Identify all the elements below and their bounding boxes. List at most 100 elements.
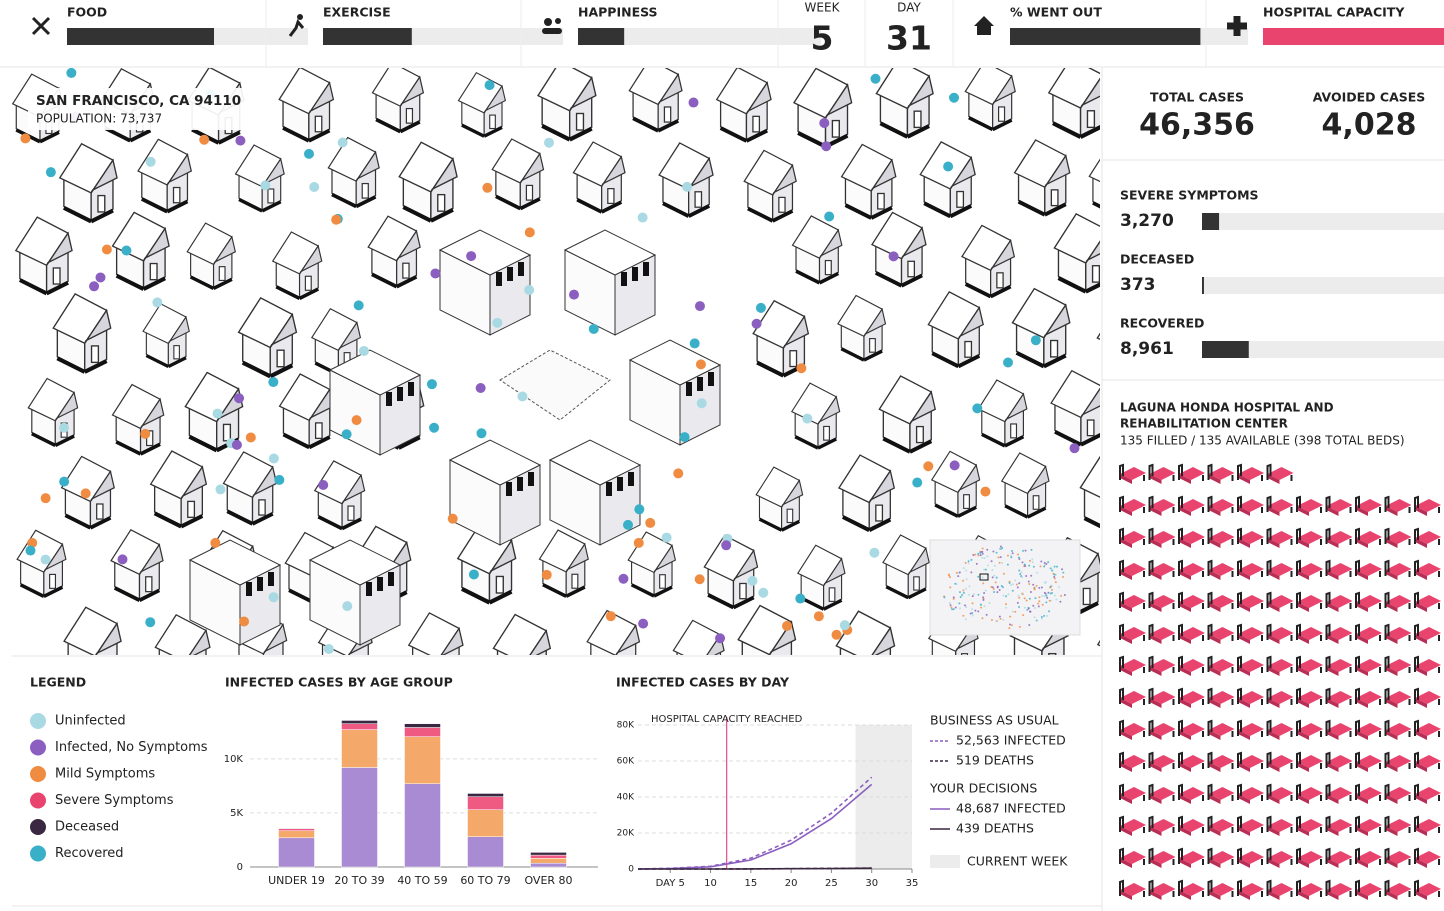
- house-door: [870, 339, 876, 353]
- counter-label: WEEK: [805, 1, 841, 15]
- minimap-dot: [1002, 619, 1004, 621]
- person-dot: [309, 182, 319, 192]
- minimap-dot: [1001, 562, 1003, 564]
- minimap-dot: [993, 575, 995, 577]
- house-door: [305, 276, 311, 290]
- person-dot: [824, 211, 834, 221]
- bar-segment: [279, 828, 315, 829]
- y-tick-label: 0: [237, 862, 243, 873]
- person-dot: [269, 592, 279, 602]
- person-dot: [429, 423, 439, 433]
- minimap-dot: [1028, 565, 1030, 567]
- series-line: [638, 868, 872, 869]
- person-dot: [354, 300, 364, 310]
- x-tick-label: 60 TO 79: [460, 874, 510, 887]
- person-dot: [20, 133, 30, 143]
- bar-segment: [405, 727, 441, 736]
- person-dot: [117, 554, 127, 564]
- bar-segment: [342, 768, 378, 867]
- meter-label: HOSPITAL CAPACITY: [1263, 5, 1405, 20]
- minimap-dot: [986, 549, 988, 551]
- house-door: [664, 107, 670, 122]
- legend-label: Infected, No Symptoms: [55, 740, 208, 755]
- minimap-dot: [1009, 616, 1011, 618]
- legend-label: 519 DEATHS: [956, 753, 1034, 768]
- minimap-dot: [1014, 611, 1016, 613]
- stat-title: AVOIDED CASES: [1313, 90, 1426, 105]
- minimap-dot: [1030, 591, 1032, 593]
- x-tick-label: 15: [744, 878, 757, 889]
- person-dot: [1031, 335, 1041, 345]
- person-dot: [102, 245, 112, 255]
- person-dot: [747, 576, 757, 586]
- x-tick-label: 25: [825, 878, 838, 889]
- outcome-track: [1202, 213, 1444, 230]
- outcome-title: SEVERE SYMPTOMS: [1120, 188, 1259, 203]
- person-dot: [840, 620, 850, 630]
- person-dot: [517, 391, 527, 401]
- minimap-dot: [1038, 596, 1040, 598]
- person-dot: [430, 268, 440, 278]
- minimap-dot: [961, 594, 963, 596]
- counter-value: 5: [811, 19, 834, 58]
- icon: [297, 14, 303, 20]
- bar-segment: [405, 737, 441, 784]
- person-dot: [623, 520, 633, 530]
- legend-label: Mild Symptoms: [55, 767, 155, 782]
- minimap-dot: [1030, 549, 1032, 551]
- legend-label: 52,563 INFECTED: [956, 733, 1066, 748]
- bar-segment: [342, 724, 378, 730]
- minimap-dot: [977, 553, 979, 555]
- house-door: [1087, 420, 1093, 436]
- minimap-dot: [1025, 550, 1027, 552]
- person-dot: [524, 285, 534, 295]
- person-dot: [448, 514, 458, 524]
- minimap-dot: [1046, 597, 1048, 599]
- stat-value: 4,028: [1322, 108, 1417, 143]
- person-dot: [645, 518, 655, 528]
- outcome-title: DECEASED: [1120, 252, 1194, 267]
- person-dot: [427, 379, 437, 389]
- person-dot: [46, 167, 56, 177]
- minimap-dot: [1002, 594, 1004, 596]
- minimap-dot: [1047, 561, 1049, 563]
- legend-label: Deceased: [55, 820, 119, 835]
- person-dot: [232, 440, 242, 450]
- minimap-dot: [955, 606, 957, 608]
- minimap-dot: [1032, 584, 1034, 586]
- minimap-dot: [977, 594, 979, 596]
- legend-swatch: [930, 855, 960, 868]
- minimap-dot: [1034, 589, 1036, 591]
- minimap-dot: [983, 592, 985, 594]
- minimap-dot: [950, 604, 952, 606]
- minimap-dot: [1000, 545, 1002, 547]
- minimap-dot: [981, 617, 983, 619]
- minimap-dot: [980, 554, 982, 556]
- minimap-dot: [1056, 566, 1058, 568]
- person-dot: [359, 346, 369, 356]
- minimap-dot: [982, 547, 984, 549]
- minimap-dot: [1007, 564, 1009, 566]
- minimap-dot: [1062, 572, 1064, 574]
- minimap-dot: [1038, 600, 1040, 602]
- minimap-dot: [1011, 624, 1013, 626]
- person-dot: [950, 460, 960, 470]
- minimap-dot: [1036, 585, 1038, 587]
- minimap-dot: [1050, 586, 1052, 588]
- minimap-dot: [1018, 557, 1020, 559]
- counter-value: 31: [886, 19, 932, 58]
- minimap-dot: [1019, 626, 1021, 628]
- outcome-value: 3,270: [1120, 211, 1174, 231]
- house-door: [316, 423, 322, 438]
- person-dot: [721, 540, 731, 550]
- meter-fill: [1010, 28, 1200, 45]
- minimap-dot: [1024, 597, 1026, 599]
- minimap-dot: [993, 591, 995, 593]
- minimap-dot: [994, 565, 996, 567]
- minimap-dot: [1000, 618, 1002, 620]
- minimap-dot: [1012, 590, 1014, 592]
- minimap-dot: [1007, 593, 1009, 595]
- outcome-title: RECOVERED: [1120, 316, 1204, 331]
- minimap-dot: [1003, 573, 1005, 575]
- person-dot: [949, 93, 959, 103]
